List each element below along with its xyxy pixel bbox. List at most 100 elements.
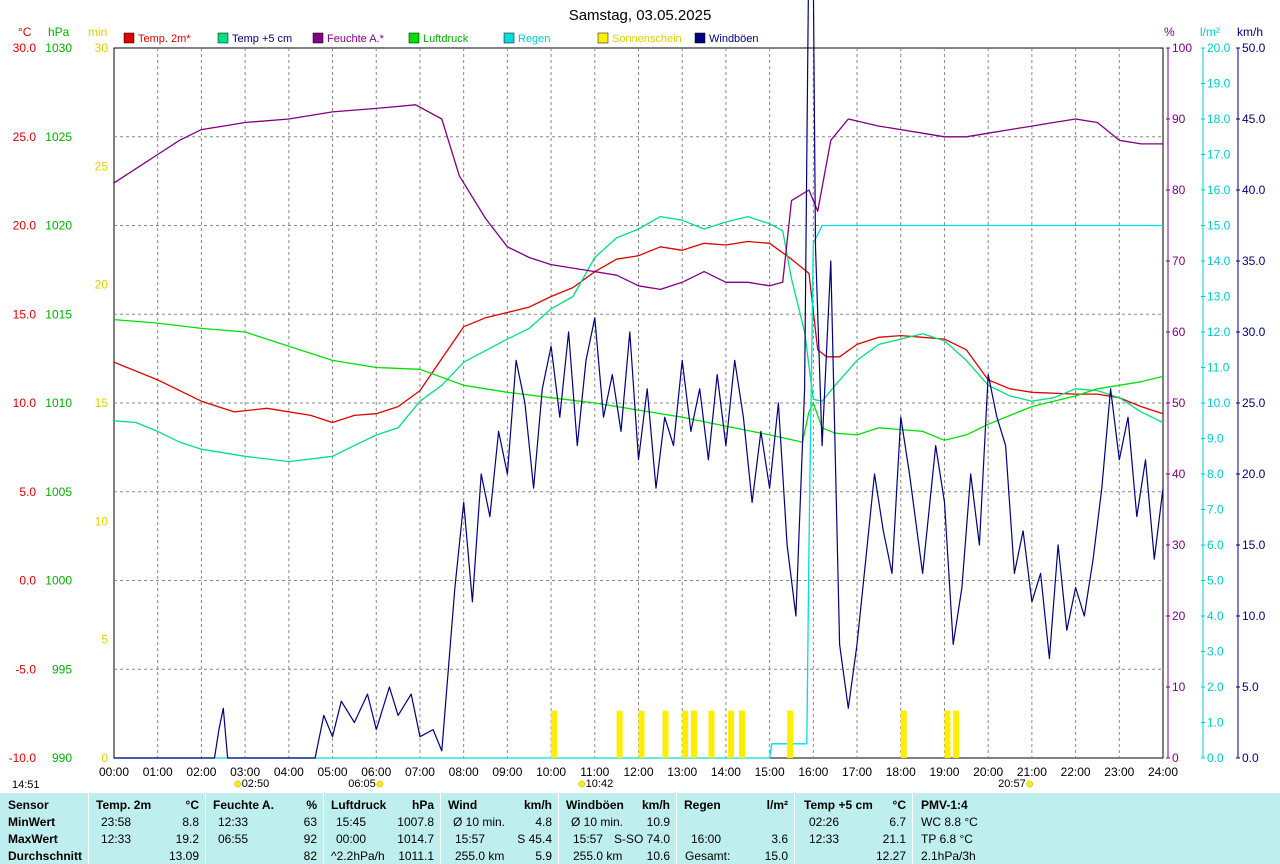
x-tick-label: 09:00 [492,765,522,779]
x-tick-label: 07:00 [405,765,435,779]
humidity-tick-label: 90 [1172,112,1186,126]
x-tick-label: 12:00 [623,765,653,779]
rain-tick-label: 20.0 [1207,41,1231,55]
sunshine-tick-label: 5 [101,633,108,647]
humidity-tick-label: 40 [1172,467,1186,481]
temp-tick-label: 30.0 [13,41,37,55]
pressure-tick-label: 1020 [45,219,72,233]
x-tick-label: 15:00 [755,765,785,779]
temp-tick-label: 5.0 [19,485,36,499]
rain-tick-label: 12.0 [1207,325,1231,339]
legend-swatch [503,32,515,44]
pressure-tick-label: 1030 [45,41,72,55]
stats-temp5-min-val: 6.7 [889,815,906,829]
humidity-unit-label: % [1164,25,1175,39]
x-tick-label: 05:00 [318,765,348,779]
stats-pressure-unit: hPa [411,798,434,812]
legend-swatch [597,32,609,44]
marker-dot [578,780,585,788]
pressure-tick-label: 1010 [45,396,72,410]
gust-tick-label: 50.0 [1242,41,1266,55]
stats-humidity-avg-val: 82 [303,849,317,863]
legend-label: Temp +5 cm [232,33,292,45]
stats-col-pressure: Luftdruck hPa 15:45 1007.8 00:00 1014.7 … [323,793,441,864]
x-tick-label: 16:00 [798,765,828,779]
stats-temp2m-unit: °C [185,798,199,812]
sunshine-bar [690,710,697,758]
x-tick-label: 03:00 [230,765,260,779]
temp-tick-label: -5.0 [15,662,36,676]
pressure-unit-label: hPa [48,25,70,39]
series-line-2 [113,104,1163,291]
stats-max-label: MaxWert [8,832,58,846]
humidity-tick-label: 0 [1172,751,1179,765]
stats-pmv-row2: TP 6.8 °C [921,832,973,846]
stats-col-temp2m: Temp. 2m °C 23:58 8.8 12:33 19.2 13.09 [88,793,206,864]
humidity-tick-label: 70 [1172,254,1186,268]
rain-tick-label: 14.0 [1207,254,1231,268]
stats-gust-row1-val: 10.9 [646,815,670,829]
stats-wind-unit: km/h [523,798,552,812]
legend-label: Regen [518,33,550,45]
rain-tick-label: 8.0 [1207,467,1224,481]
stats-temp5-max-val: 21.1 [882,832,906,846]
stats-col-sensor: Sensor MinWert MaxWert Durchschnitt [0,793,88,864]
temp-tick-label: 0.0 [19,574,36,588]
stats-col-temp5: Temp +5 cm °C 02:26 6.7 12:33 21.1 12.27 [794,793,913,864]
stats-humidity-min-time: 12:33 [218,815,249,829]
gust-unit-label: km/h [1237,25,1263,39]
x-tick-label: 21:00 [1017,765,1047,779]
stats-rain-row3-label: Gesamt: [685,849,731,863]
stats-gust-row1-label: Ø 10 min. [571,815,624,829]
pressure-tick-label: 1015 [45,307,72,321]
stats-pmv-row1: WC 8.8 °C [921,815,978,829]
rain-tick-label: 3.0 [1207,645,1224,659]
sunshine-bar [900,710,907,758]
stats-temp2m-max-val: 19.2 [175,832,199,846]
stats-wind-row3-val: 5.9 [535,849,552,863]
stats-wind-row2-time: 15:57 [455,832,486,846]
gust-tick-label: 45.0 [1242,112,1266,126]
stats-rain-row2-time: 16:00 [691,832,722,846]
gust-tick-label: 10.0 [1242,609,1266,623]
sunshine-bar [739,710,746,758]
marker-label: 06:05 [348,778,376,790]
legend-label: Luftdruck [423,33,469,45]
stats-wind-row1-label: Ø 10 min. [453,815,506,829]
stats-gust-row2-val: S-SO 74.0 [613,832,670,846]
sunshine-bar [953,710,960,758]
stats-col-pmv: PMV-1:4 WC 8.8 °C TP 6.8 °C 2.1hPa/3h [912,793,1280,864]
stats-col-wind: Wind km/h Ø 10 min. 4.8 15:57 S 45.4 255… [440,793,559,864]
rain-tick-label: 6.0 [1207,538,1224,552]
left-time-label: 14:51 [12,779,40,791]
stats-pressure-avg-val: 1011.1 [398,849,434,863]
x-tick-label: 22:00 [1061,765,1091,779]
stats-pmv-header: PMV-1:4 [921,798,968,812]
stats-pressure-min-time: 15:45 [336,815,367,829]
temp-tick-label: -10.0 [9,751,37,765]
x-tick-label: 00:00 [99,765,129,779]
stats-pressure-max-time: 00:00 [336,832,367,846]
humidity-tick-label: 50 [1172,396,1186,410]
rain-tick-label: 18.0 [1207,112,1231,126]
rain-tick-label: 2.0 [1207,680,1224,694]
pressure-tick-label: 1005 [45,485,72,499]
sunshine-tick-label: 0 [101,751,108,765]
sunshine-tick-label: 25 [95,159,109,173]
stats-rain-row2-val: 3.6 [771,832,788,846]
sunshine-tick-label: 15 [95,396,109,410]
legend-swatch [694,32,706,44]
stats-sensor-header: Sensor [8,798,49,812]
stats-avg-label: Durchschnitt [8,849,83,863]
rain-unit-label: l/m² [1200,25,1220,39]
stats-temp5-unit: °C [892,798,906,812]
sunshine-tick-label: 30 [95,41,109,55]
stats-humidity-max-time: 06:55 [218,832,249,846]
chart-title: Samstag, 03.05.2025 [569,7,712,24]
sunshine-tick-label: 20 [95,278,109,292]
weather-chart: 30.025.020.015.010.05.00.0-5.0-10.010301… [9,0,1266,791]
stats-rain-header: Regen [684,798,721,812]
x-tick-label: 19:00 [929,765,959,779]
humidity-tick-label: 60 [1172,325,1186,339]
stats-temp2m-header: Temp. 2m [96,798,152,812]
